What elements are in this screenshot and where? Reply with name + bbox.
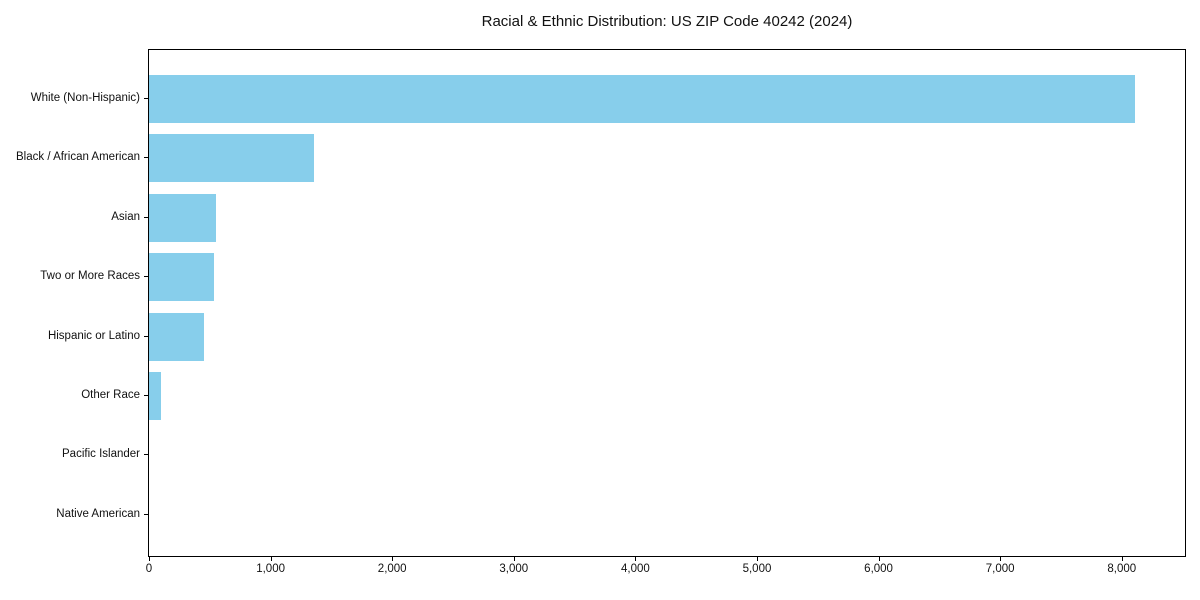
y-axis-tick-mark: [144, 276, 148, 278]
chart-title: Racial & Ethnic Distribution: US ZIP Cod…: [481, 13, 853, 30]
bar-other-race: [149, 372, 161, 420]
x-axis-tick-label: 5,000: [742, 563, 772, 575]
x-axis-tick-mark: [635, 557, 637, 561]
x-axis-tick-label: 7,000: [985, 563, 1015, 575]
x-axis-tick-mark: [513, 557, 515, 561]
y-axis-tick-label: Asian: [111, 210, 140, 223]
y-axis-tick-label: Native American: [56, 507, 140, 520]
bar-white-non-hispanic: [149, 75, 1135, 123]
x-axis-tick-mark: [392, 557, 394, 561]
plot-area: [148, 49, 1186, 557]
y-axis-tick-label: Hispanic or Latino: [47, 329, 140, 342]
x-axis-tick-mark: [878, 557, 880, 561]
y-axis-tick-label: Other Race: [81, 389, 140, 401]
y-axis-tick-mark: [144, 513, 148, 515]
x-axis-tick-mark: [1121, 557, 1123, 561]
x-axis-tick-mark: [270, 557, 272, 561]
x-axis-tick-mark: [149, 557, 150, 561]
x-axis-tick-label: 3,000: [499, 563, 529, 575]
x-axis-tick-label: 1,000: [256, 563, 285, 575]
y-axis-tick-mark: [144, 157, 148, 159]
bar-hispanic-or-latino: [149, 312, 204, 361]
y-axis-tick-label: Two or More Races: [40, 270, 140, 283]
x-axis-tick-label: 2,000: [377, 563, 407, 575]
y-axis-tick-mark: [144, 454, 148, 456]
x-axis-tick-mark: [1000, 557, 1002, 561]
x-axis-tick-label: 8,000: [1107, 563, 1137, 575]
x-axis-tick-mark: [756, 557, 758, 561]
y-axis-tick-mark: [144, 98, 148, 99]
x-axis-tick-label: 4,000: [620, 563, 650, 575]
x-axis-tick-label: 0: [145, 563, 153, 575]
x-axis-tick-label: 6,000: [864, 563, 893, 575]
y-axis-tick-label: Pacific Islander: [62, 448, 140, 461]
bar-asian: [149, 193, 216, 242]
y-axis-tick-label: White (Non-Hispanic): [30, 92, 140, 104]
y-axis-tick-mark: [144, 335, 148, 337]
bar-black-african-american: [149, 134, 314, 183]
bar-two-or-more-races: [149, 253, 214, 302]
y-axis-tick-label: Black / African American: [16, 151, 140, 164]
y-axis-tick-mark: [144, 216, 148, 218]
y-axis-tick-mark: [144, 395, 148, 396]
